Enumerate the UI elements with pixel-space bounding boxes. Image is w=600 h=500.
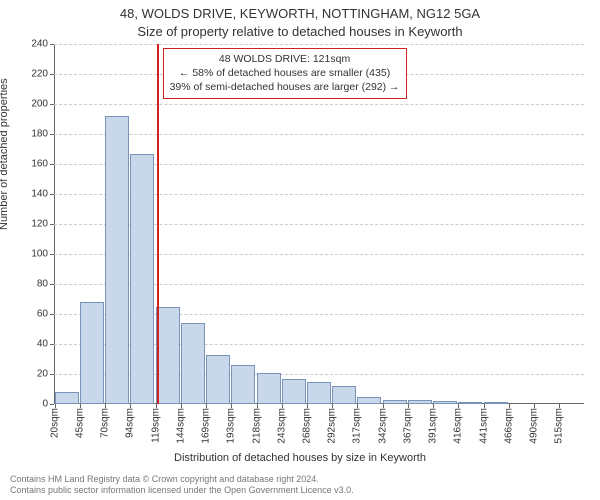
histogram-bar [156, 307, 180, 405]
x-tick-label: 317sqm [352, 408, 363, 444]
chart-title-line1: 48, WOLDS DRIVE, KEYWORTH, NOTTINGHAM, N… [0, 6, 600, 21]
y-tick-mark [50, 344, 54, 345]
y-tick-label: 80 [37, 279, 48, 290]
y-tick-label: 120 [31, 219, 48, 230]
y-tick-label: 160 [31, 159, 48, 170]
y-tick-label: 60 [37, 309, 48, 320]
footer-line-2: Contains public sector information licen… [10, 485, 354, 496]
histogram-bar [307, 382, 331, 405]
histogram-bar [206, 355, 230, 405]
chart-container: 48, WOLDS DRIVE, KEYWORTH, NOTTINGHAM, N… [0, 0, 600, 500]
histogram-bar [433, 401, 457, 404]
histogram-bar [357, 397, 381, 405]
histogram-bar [257, 373, 281, 405]
histogram-bar [181, 323, 205, 404]
y-tick-mark [50, 224, 54, 225]
footer-line-1: Contains HM Land Registry data © Crown c… [10, 474, 354, 485]
x-tick-label: 515sqm [554, 408, 565, 444]
y-tick-mark [50, 254, 54, 255]
histogram-bar [55, 392, 79, 404]
histogram-bar [80, 302, 104, 404]
x-tick-label: 243sqm [276, 408, 287, 444]
plot-area: 02040608010012014016018020022024020sqm45… [54, 44, 584, 404]
histogram-bar [458, 402, 482, 404]
histogram-bar [383, 400, 407, 405]
histogram-bar [231, 365, 255, 404]
x-tick-label: 292sqm [327, 408, 338, 444]
x-tick-label: 342sqm [377, 408, 388, 444]
x-axis-label: Distribution of detached houses by size … [0, 452, 600, 464]
x-tick-label: 391sqm [428, 408, 439, 444]
y-tick-mark [50, 314, 54, 315]
gridline [54, 44, 584, 45]
y-tick-label: 240 [31, 39, 48, 50]
footer-attribution: Contains HM Land Registry data © Crown c… [10, 474, 354, 497]
y-tick-mark [50, 404, 54, 405]
x-tick-label: 466sqm [503, 408, 514, 444]
y-tick-label: 100 [31, 249, 48, 260]
y-tick-mark [50, 194, 54, 195]
y-tick-mark [50, 134, 54, 135]
y-tick-mark [50, 374, 54, 375]
x-tick-label: 367sqm [402, 408, 413, 444]
chart-title-line2: Size of property relative to detached ho… [0, 24, 600, 39]
callout-line: 39% of semi-detached houses are larger (… [170, 80, 400, 94]
x-tick-label: 94sqm [125, 408, 136, 438]
x-tick-label: 70sqm [100, 408, 111, 438]
histogram-bar [282, 379, 306, 405]
x-tick-label: 169sqm [201, 408, 212, 444]
histogram-bar [105, 116, 129, 404]
gridline [54, 134, 584, 135]
highlight-callout: 48 WOLDS DRIVE: 121sqm← 58% of detached … [163, 48, 407, 99]
histogram-bar [332, 386, 356, 404]
x-tick-label: 416sqm [453, 408, 464, 444]
y-tick-mark [50, 164, 54, 165]
callout-line: 48 WOLDS DRIVE: 121sqm [170, 52, 400, 66]
x-tick-label: 20sqm [49, 408, 60, 438]
histogram-bar [408, 400, 432, 405]
histogram-bar [130, 154, 154, 405]
y-tick-label: 220 [31, 69, 48, 80]
x-tick-label: 119sqm [150, 408, 161, 443]
x-tick-label: 218sqm [251, 408, 262, 444]
x-tick-label: 441sqm [478, 408, 489, 444]
y-tick-label: 0 [42, 399, 48, 410]
y-axis-label: Number of detached properties [0, 78, 10, 230]
histogram-bar [484, 402, 508, 404]
x-tick-label: 45sqm [74, 408, 85, 438]
y-tick-mark [50, 74, 54, 75]
highlight-vline [157, 44, 159, 404]
x-tick-label: 144sqm [175, 408, 186, 444]
y-tick-mark [50, 44, 54, 45]
y-tick-mark [50, 284, 54, 285]
y-tick-label: 200 [31, 99, 48, 110]
gridline [54, 104, 584, 105]
callout-line: ← 58% of detached houses are smaller (43… [170, 66, 400, 80]
y-tick-label: 140 [31, 189, 48, 200]
x-tick-label: 490sqm [529, 408, 540, 444]
y-tick-label: 40 [37, 339, 48, 350]
x-tick-label: 268sqm [302, 408, 313, 444]
y-tick-mark [50, 104, 54, 105]
x-tick-label: 193sqm [226, 408, 237, 444]
y-tick-label: 180 [31, 129, 48, 140]
y-tick-label: 20 [37, 369, 48, 380]
